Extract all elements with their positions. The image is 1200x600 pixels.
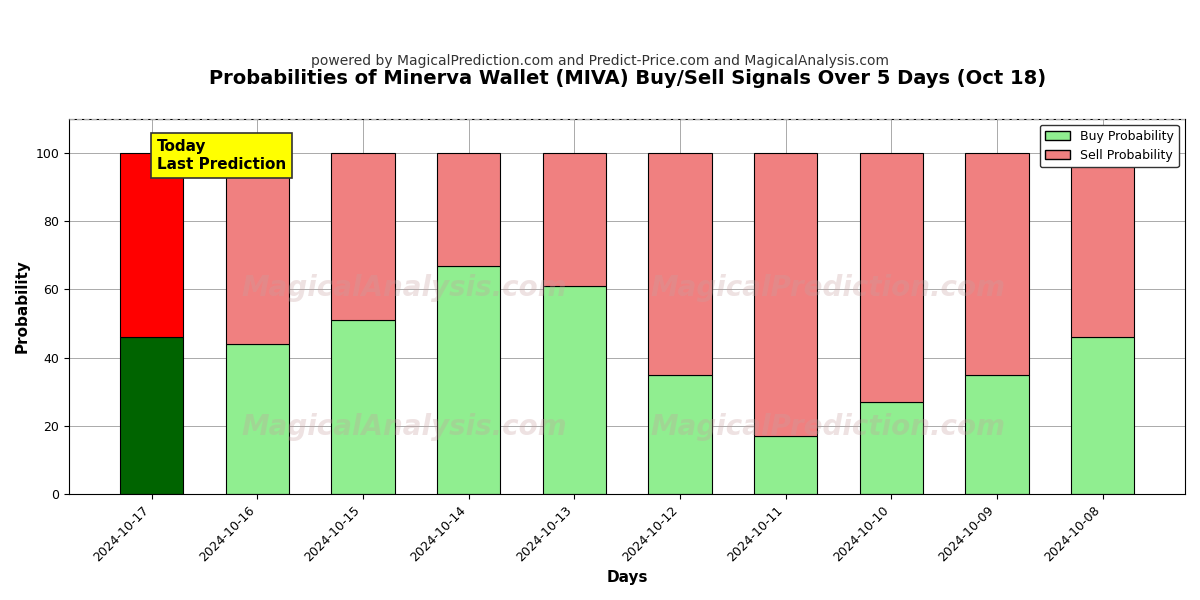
Bar xyxy=(331,320,395,494)
Y-axis label: Probability: Probability xyxy=(16,260,30,353)
Text: Today
Last Prediction: Today Last Prediction xyxy=(157,139,286,172)
Text: powered by MagicalPrediction.com and Predict-Price.com and MagicalAnalysis.com: powered by MagicalPrediction.com and Pre… xyxy=(311,54,889,68)
Bar xyxy=(437,266,500,494)
Bar xyxy=(965,153,1028,375)
Bar xyxy=(542,153,606,286)
Bar xyxy=(648,375,712,494)
Text: MagicalPrediction.com: MagicalPrediction.com xyxy=(650,413,1006,440)
Bar xyxy=(859,153,923,402)
Text: MagicalAnalysis.com: MagicalAnalysis.com xyxy=(241,274,566,302)
Title: Probabilities of Minerva Wallet (MIVA) Buy/Sell Signals Over 5 Days (Oct 18): Probabilities of Minerva Wallet (MIVA) B… xyxy=(209,69,1045,88)
Bar xyxy=(542,286,606,494)
Bar xyxy=(120,153,184,337)
Bar xyxy=(1070,153,1134,337)
Text: MagicalPrediction.com: MagicalPrediction.com xyxy=(650,274,1006,302)
Bar xyxy=(754,153,817,436)
Bar xyxy=(437,153,500,266)
Bar xyxy=(331,153,395,320)
Bar xyxy=(648,153,712,375)
Text: MagicalAnalysis.com: MagicalAnalysis.com xyxy=(241,413,566,440)
Bar xyxy=(226,344,289,494)
Bar xyxy=(120,337,184,494)
X-axis label: Days: Days xyxy=(606,570,648,585)
Bar xyxy=(859,402,923,494)
Legend: Buy Probability, Sell Probability: Buy Probability, Sell Probability xyxy=(1040,125,1178,167)
Bar xyxy=(226,153,289,344)
Bar xyxy=(965,375,1028,494)
Bar xyxy=(754,436,817,494)
Bar xyxy=(1070,337,1134,494)
